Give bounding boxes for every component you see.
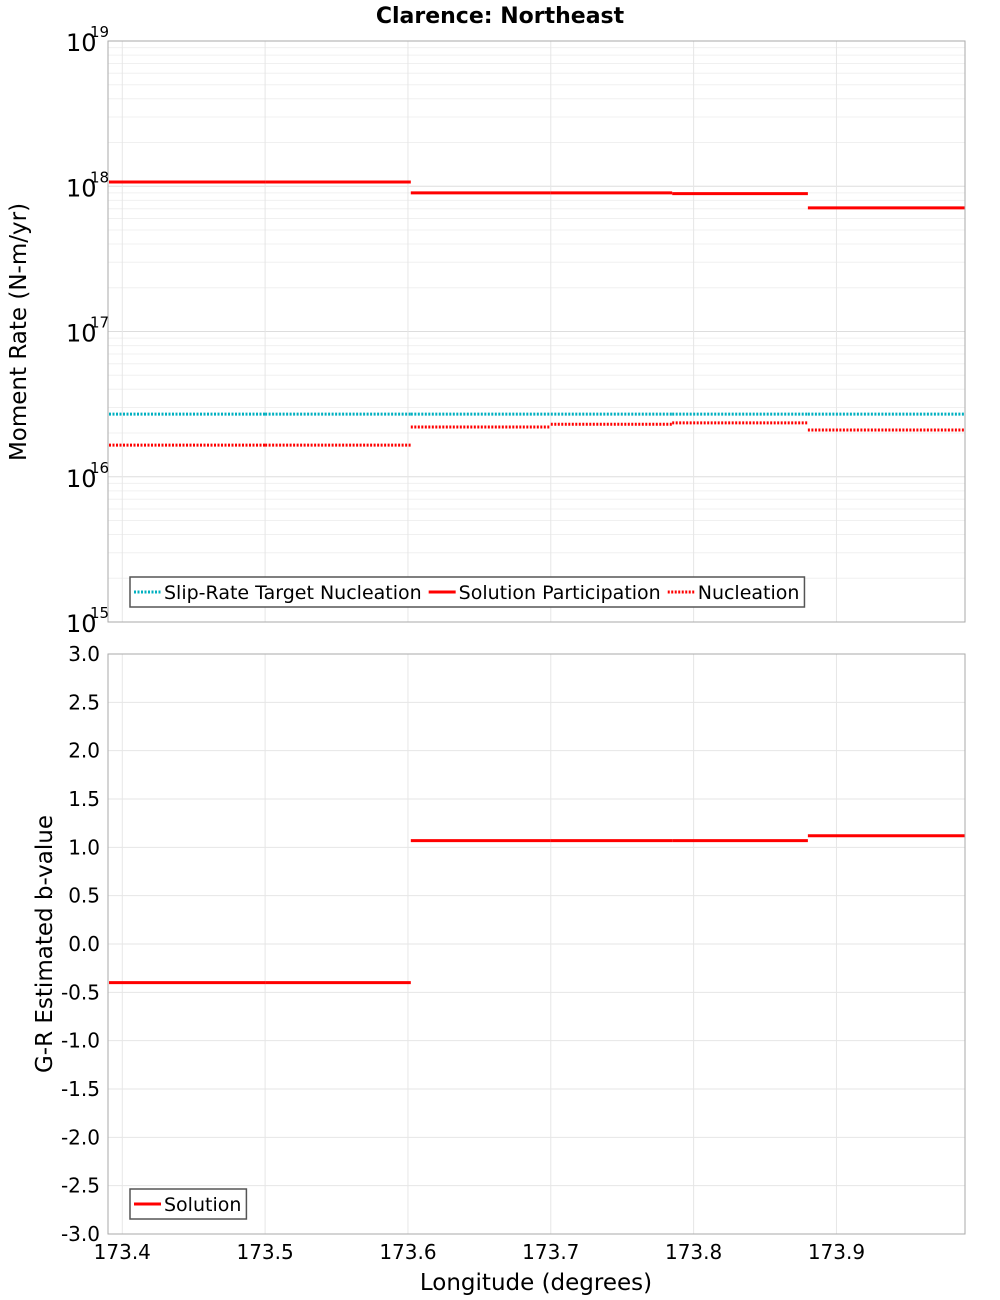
b-value-y-label: G-R Estimated b-value [32, 815, 58, 1073]
y-tick-label-base: 10 [66, 29, 97, 57]
y-tick-label: 0.0 [68, 932, 100, 956]
x-axis-label: Longitude (degrees) [420, 1270, 652, 1296]
x-tick-label: 173.7 [522, 1240, 579, 1264]
legend-entry-label: Nucleation [698, 582, 800, 604]
x-tick-label: 173.4 [94, 1240, 151, 1264]
x-tick-label: 173.9 [808, 1240, 865, 1264]
legend-box [129, 576, 806, 608]
y-tick-label-base: 10 [66, 610, 97, 638]
moment-rate-series [109, 180, 965, 447]
legend-entry-label: Solution Participation [459, 582, 661, 604]
moment-rate-legend: Slip-Rate Target Nucleation Solution Part… [129, 576, 806, 608]
y-tick-label: 1.0 [68, 835, 100, 859]
y-tick-label-exponent: 17 [90, 314, 109, 332]
x-tick-label: 173.8 [665, 1240, 722, 1264]
b-value-legend: Solution [129, 1188, 248, 1220]
moment-rate-y-label: Moment Rate (N-m/yr) [6, 203, 32, 461]
y-tick-label: -1.5 [61, 1077, 100, 1101]
y-tick-label-base: 10 [66, 320, 97, 348]
y-tick-label: 0.5 [68, 884, 100, 908]
y-tick-label: -2.0 [61, 1125, 100, 1149]
y-tick-label-exponent: 18 [90, 168, 109, 186]
b-value-plot-border [107, 653, 966, 1235]
y-tick-label-exponent: 19 [90, 23, 109, 41]
x-axis-ticks: 173.4 173.5 173.6 173.7 173.8 173.9 [94, 1240, 865, 1264]
y-tick-label-base: 10 [66, 465, 97, 493]
y-tick-label: 2.5 [68, 690, 100, 714]
x-tick-label: 173.6 [379, 1240, 436, 1264]
legend-entry-label: Solution [164, 1194, 241, 1216]
b-value-series [109, 834, 965, 985]
x-tick-label: 173.5 [236, 1240, 293, 1264]
y-tick-label: 1.5 [68, 787, 100, 811]
y-tick-label: -3.0 [61, 1222, 100, 1246]
b-value-panel: -3.0 -2.5 -2.0 -1.5 -1.0 -0.5 0.0 0.5 1.0 1.5 2.0 2… [32, 642, 966, 1246]
y-tick-label: -1.0 [61, 1029, 100, 1053]
y-tick-label-base: 10 [66, 174, 97, 202]
legend-entry-label: Slip-Rate Target Nucleation [164, 582, 422, 604]
y-tick-label-exponent: 15 [90, 604, 109, 622]
y-tick-label: -2.5 [61, 1174, 100, 1198]
y-tick-label: 3.0 [68, 642, 100, 666]
moment-rate-plot-border [107, 40, 966, 623]
b-value-y-ticks: -3.0 -2.5 -2.0 -1.5 -1.0 -0.5 0.0 0.5 1.0 1.5 2.0 2… [61, 642, 100, 1246]
chart-title: Clarence: Northeast [376, 4, 625, 29]
y-tick-label: -0.5 [61, 980, 100, 1004]
y-tick-label: 2.0 [68, 739, 100, 763]
moment-rate-grid [108, 40, 965, 623]
y-tick-label-exponent: 16 [90, 459, 109, 477]
